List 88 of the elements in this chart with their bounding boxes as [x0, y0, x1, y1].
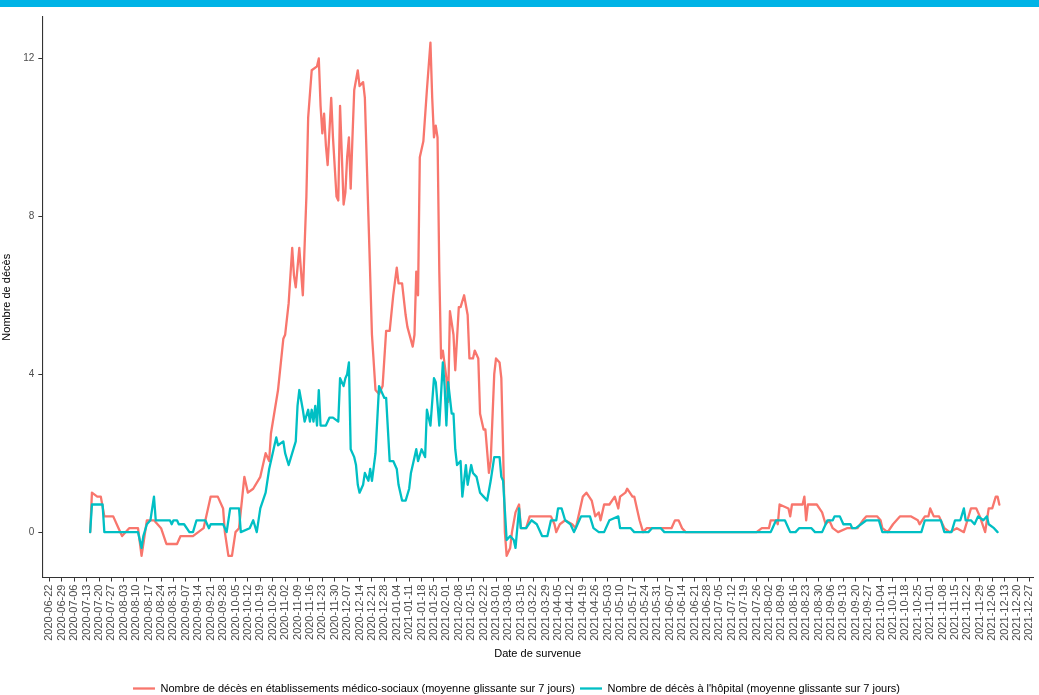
x-tick-label: 2021-08-16 [786, 584, 799, 641]
x-tick-label: 2021-05-31 [650, 584, 663, 641]
x-tick-label: 2021-12-13 [997, 584, 1010, 641]
x-tick-label: 2021-03-15 [513, 584, 526, 641]
x-tick-label: 2021-08-02 [761, 584, 774, 641]
x-tick-label: 2021-11-08 [935, 584, 948, 640]
x-tick-label: 2021-01-11 [402, 584, 415, 640]
x-tick-label: 2021-04-19 [575, 584, 588, 641]
x-tick-label: 2020-07-27 [104, 584, 117, 641]
x-tick-label: 2021-05-10 [613, 584, 626, 641]
x-tick-label: 2020-08-24 [154, 584, 167, 641]
x-tick-label: 2021-04-05 [551, 584, 564, 641]
x-tick-label: 2020-06-22 [42, 584, 55, 641]
x-tick-label: 2021-03-22 [526, 584, 539, 641]
x-tick-label: 2020-12-14 [352, 584, 365, 641]
x-tick-label: 2021-09-27 [861, 584, 874, 641]
x-tick-label: 2021-06-21 [687, 584, 700, 641]
x-tick-label: 2021-04-26 [588, 584, 601, 641]
x-tick-label: 2021-07-26 [749, 584, 762, 641]
x-tick-label: 2021-05-17 [625, 584, 638, 641]
x-tick-label: 2020-09-14 [191, 584, 204, 641]
x-tick-label: 2020-06-29 [54, 584, 67, 641]
y-tick-label: 8 [28, 210, 35, 222]
x-tick-label: 2021-02-22 [476, 584, 489, 641]
x-tick-label: 2021-11-15 [948, 584, 961, 640]
x-tick-label: 2021-11-29 [972, 584, 985, 640]
x-tick-label: 2020-11-02 [278, 584, 291, 640]
x-tick-label: 2020-10-05 [228, 584, 241, 641]
x-tick-label: 2020-08-10 [129, 584, 142, 641]
x-tick-label: 2020-09-21 [203, 584, 216, 641]
x-tick-label: 2021-11-22 [960, 584, 973, 640]
x-tick-label: 2021-10-18 [898, 584, 911, 641]
x-tick-label: 2020-10-26 [265, 584, 278, 641]
x-tick-label: 2020-11-09 [290, 584, 303, 640]
x-tick-label: 2021-04-12 [563, 584, 576, 641]
x-tick-label: 2020-11-30 [327, 584, 340, 640]
y-tick-label: 0 [28, 525, 35, 537]
x-tick-label: 2020-10-12 [240, 584, 253, 641]
x-tick-label: 2020-12-21 [364, 584, 377, 641]
x-tick-label: 2021-10-11 [886, 584, 899, 640]
legend-label: Nombre de décès en établissements médico-sociaux (moyenne glissante sur 7 jours) [160, 681, 575, 694]
x-tick-label: 2021-02-15 [464, 584, 477, 641]
x-tick-label: 2020-07-06 [67, 584, 80, 641]
x-tick-label: 2021-09-13 [836, 584, 849, 641]
x-tick-label: 2021-07-05 [712, 584, 725, 641]
x-tick-label: 2020-09-28 [216, 584, 229, 641]
x-tick-label: 2021-06-14 [675, 584, 688, 641]
x-tick-label: 2020-08-31 [166, 584, 179, 641]
x-tick-label: 2021-05-03 [600, 584, 613, 641]
x-tick-label: 2021-01-04 [389, 584, 402, 641]
x-tick-label: 2020-12-07 [340, 584, 353, 641]
x-tick-label: 2021-03-01 [489, 584, 502, 641]
legend-label: Nombre de décès à l'hôpital (moyenne glissante sur 7 jours) [607, 681, 901, 694]
x-tick-label: 2020-07-20 [92, 584, 105, 641]
x-tick-label: 2021-06-28 [699, 584, 712, 641]
x-tick-label: 2020-10-19 [253, 584, 266, 641]
x-tick-label: 2021-05-24 [637, 584, 650, 641]
x-tick-label: 2021-01-25 [427, 584, 440, 641]
x-tick-label: 2021-08-23 [799, 584, 812, 641]
x-tick-label: 2021-12-06 [985, 584, 998, 641]
x-tick-label: 2020-11-23 [315, 584, 328, 640]
x-tick-label: 2021-12-20 [1010, 584, 1023, 641]
x-tick-label: 2021-03-29 [538, 584, 551, 641]
x-tick-label: 2021-10-04 [873, 584, 886, 641]
y-tick-label: 12 [23, 52, 35, 64]
x-tick-label: 2021-06-07 [662, 584, 675, 641]
x-tick-label: 2021-09-06 [824, 584, 836, 641]
x-tick-label: 2021-10-25 [910, 584, 923, 641]
x-tick-label: 2020-07-13 [79, 584, 92, 641]
x-tick-label: 2020-08-17 [141, 584, 154, 641]
y-tick-label: 4 [28, 367, 35, 379]
x-tick-label: 2021-08-09 [774, 584, 787, 641]
x-tick-label: 2021-01-18 [414, 584, 427, 641]
x-tick-label: 2021-07-12 [724, 584, 737, 641]
x-tick-label: 2021-03-08 [501, 584, 514, 641]
x-tick-label: 2020-09-07 [178, 584, 191, 641]
x-axis-title: Date de survenue [494, 647, 582, 660]
y-axis-title: Nombre de décès [0, 253, 12, 341]
x-tick-label: 2020-08-03 [116, 584, 129, 641]
x-tick-label: 2021-09-20 [848, 584, 861, 641]
x-tick-label: 2021-11-01 [923, 584, 936, 640]
x-tick-label: 2021-02-01 [439, 584, 452, 641]
x-tick-label: 2021-08-30 [811, 584, 824, 641]
x-tick-label: 2020-12-28 [377, 584, 390, 641]
x-tick-label: 2020-11-16 [302, 584, 315, 640]
x-tick-label: 2021-12-27 [1022, 584, 1035, 641]
x-tick-label: 2021-07-19 [737, 584, 750, 641]
x-tick-label: 2021-02-08 [451, 584, 464, 641]
